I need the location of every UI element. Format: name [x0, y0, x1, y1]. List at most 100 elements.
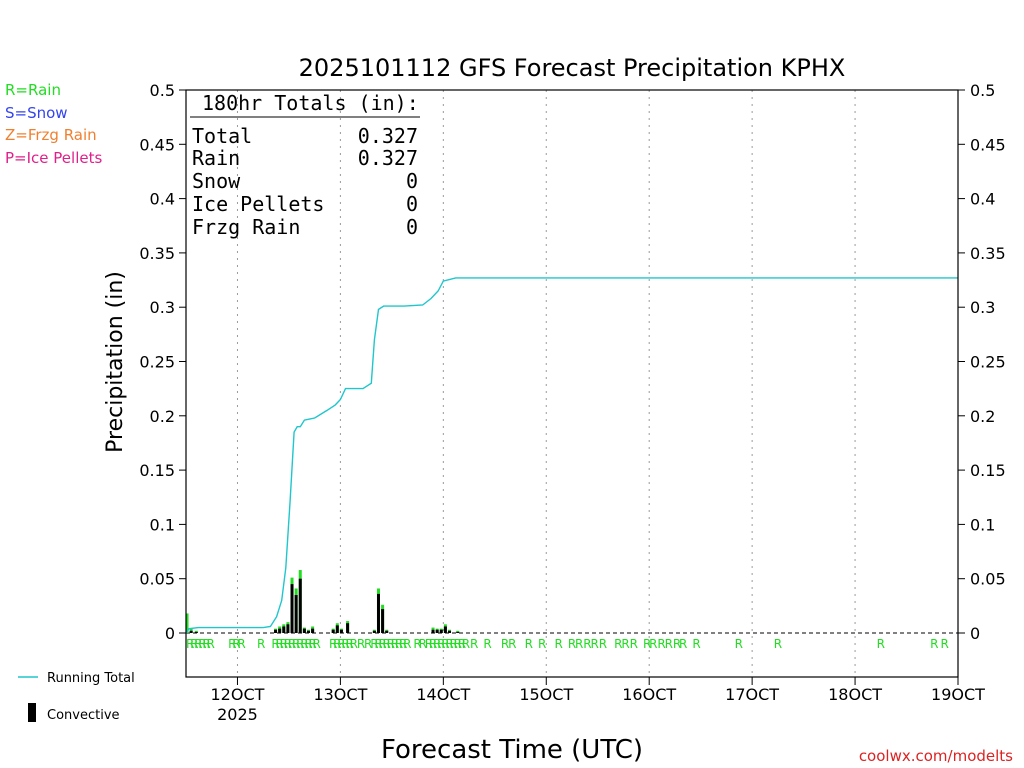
- rain-marker: R: [554, 637, 562, 651]
- rain-marker: R: [280, 637, 288, 651]
- convective-bar: [372, 630, 376, 633]
- convective-bar: [376, 593, 380, 633]
- x-tick-label: 13OCT: [313, 685, 367, 704]
- rain-marker: R: [449, 637, 457, 651]
- rain-marker: R: [391, 637, 399, 651]
- y-tick-label-right: 0.45: [970, 135, 1006, 154]
- rain-marker: R: [292, 637, 300, 651]
- totals-value-rain: 0.327: [358, 146, 418, 170]
- rain-marker: R: [308, 637, 316, 651]
- y-tick-label-right: 0.35: [970, 244, 1006, 263]
- rain-marker: R: [198, 637, 206, 651]
- rain-marker: R: [429, 637, 437, 651]
- rain-marker: R: [337, 637, 345, 651]
- convective-bar: [302, 628, 306, 633]
- rain-marker: R: [232, 637, 240, 651]
- y-tick-label-right: 0.2: [970, 407, 995, 426]
- totals-heading: 180hr Totals (in):: [202, 91, 419, 115]
- rain-marker: R: [304, 637, 312, 651]
- rain-marker: R: [575, 637, 583, 651]
- rain-marker: R: [341, 637, 349, 651]
- convective-bar: [385, 630, 389, 633]
- legend-snow: S=Snow: [5, 104, 68, 122]
- rain-marker: R: [194, 637, 202, 651]
- convective-bar: [331, 629, 335, 633]
- rain-marker: R: [350, 637, 358, 651]
- rain-marker: R: [419, 637, 427, 651]
- rain-marker: R: [374, 637, 382, 651]
- x-tick-year: 2025: [217, 705, 258, 724]
- y-tick-label-left: 0.15: [139, 461, 175, 480]
- totals-label-snow: Snow: [192, 169, 241, 193]
- x-tick-label: 16OCT: [622, 685, 676, 704]
- rain-marker: R: [345, 637, 353, 651]
- rain-marker: R: [202, 637, 210, 651]
- rain-marker: R: [621, 637, 629, 651]
- rain-marker: R: [370, 637, 378, 651]
- convective-bar: [381, 609, 385, 633]
- rain-marker: R: [583, 637, 591, 651]
- x-axis-label: Forecast Time (UTC): [381, 735, 643, 765]
- totals-value-total: 0.327: [358, 124, 418, 148]
- convective-bar: [290, 584, 294, 633]
- rain-marker: R: [433, 637, 441, 651]
- convective-bar: [346, 623, 350, 633]
- y-tick-label-left: 0.2: [150, 407, 175, 426]
- convective-legend-swatch: [28, 703, 36, 722]
- totals-label-freezing-rain: Frzg Rain: [192, 215, 300, 239]
- convective-bar: [439, 629, 443, 633]
- y-tick-label-right: 0.4: [970, 190, 995, 209]
- convective-bar: [298, 578, 302, 633]
- y-tick-label-right: 0.3: [970, 298, 995, 317]
- convective-bar: [282, 626, 286, 633]
- y-tick-label-left: 0: [165, 624, 175, 643]
- totals-label-ice-pellets: Ice Pellets: [192, 192, 324, 216]
- rain-marker: R: [296, 637, 304, 651]
- convective-bar: [294, 594, 298, 633]
- x-tick-label: 17OCT: [725, 685, 779, 704]
- rain-marker: R: [333, 637, 341, 651]
- convective-bar: [278, 628, 282, 633]
- rain-marker: R: [774, 637, 782, 651]
- convective-bar: [456, 631, 460, 633]
- rain-marker: R: [284, 637, 292, 651]
- y-tick-label-right: 0.5: [970, 81, 995, 100]
- rain-marker: R: [186, 637, 194, 651]
- rain-marker: R: [425, 637, 433, 651]
- rain-marker: R: [395, 637, 403, 651]
- y-tick-label-left: 0.35: [139, 244, 175, 263]
- rain-marker: R: [271, 637, 279, 651]
- rain-marker: R: [501, 637, 509, 651]
- convective-bar: [335, 625, 339, 633]
- y-tick-label-right: 0.1: [970, 515, 995, 534]
- y-axis-ticks: 0 00.05 0.050.1 0.10.15 0.150.2 0.20.25 0.250.…: [139, 81, 1005, 643]
- plot-frame: [185, 89, 959, 678]
- rain-marker: R: [399, 637, 407, 651]
- rain-marker: R: [300, 637, 308, 651]
- rain-marker: R: [458, 637, 466, 651]
- rain-marker: R: [614, 637, 622, 651]
- rain-marker: R: [630, 637, 638, 651]
- rain-marker: R: [525, 637, 533, 651]
- rain-marker: R: [313, 637, 321, 651]
- x-tick-label: 19OCT: [931, 685, 985, 704]
- y-tick-label-left: 0.45: [139, 135, 175, 154]
- convective-bar: [435, 629, 439, 633]
- convective-bar: [311, 628, 315, 633]
- precip-bars: [185, 570, 460, 633]
- rain-marker: R: [364, 637, 372, 651]
- credit-text: coolwx.com/modelts: [859, 747, 1013, 765]
- rain-marker: R: [462, 637, 470, 651]
- convective-bar: [339, 629, 343, 633]
- rain-marker: R: [590, 637, 598, 651]
- rain-marker: R: [679, 637, 687, 651]
- rain-marker: R: [445, 637, 453, 651]
- y-tick-label-right: 0.05: [970, 570, 1006, 589]
- convective-bar: [431, 629, 435, 633]
- rain-marker: R: [483, 637, 491, 651]
- convective-bar: [194, 631, 198, 633]
- y-tick-label-right: 0: [970, 624, 980, 643]
- y-tick-label-right: 0.15: [970, 461, 1006, 480]
- totals-value-freezing-rain: 0: [406, 215, 418, 239]
